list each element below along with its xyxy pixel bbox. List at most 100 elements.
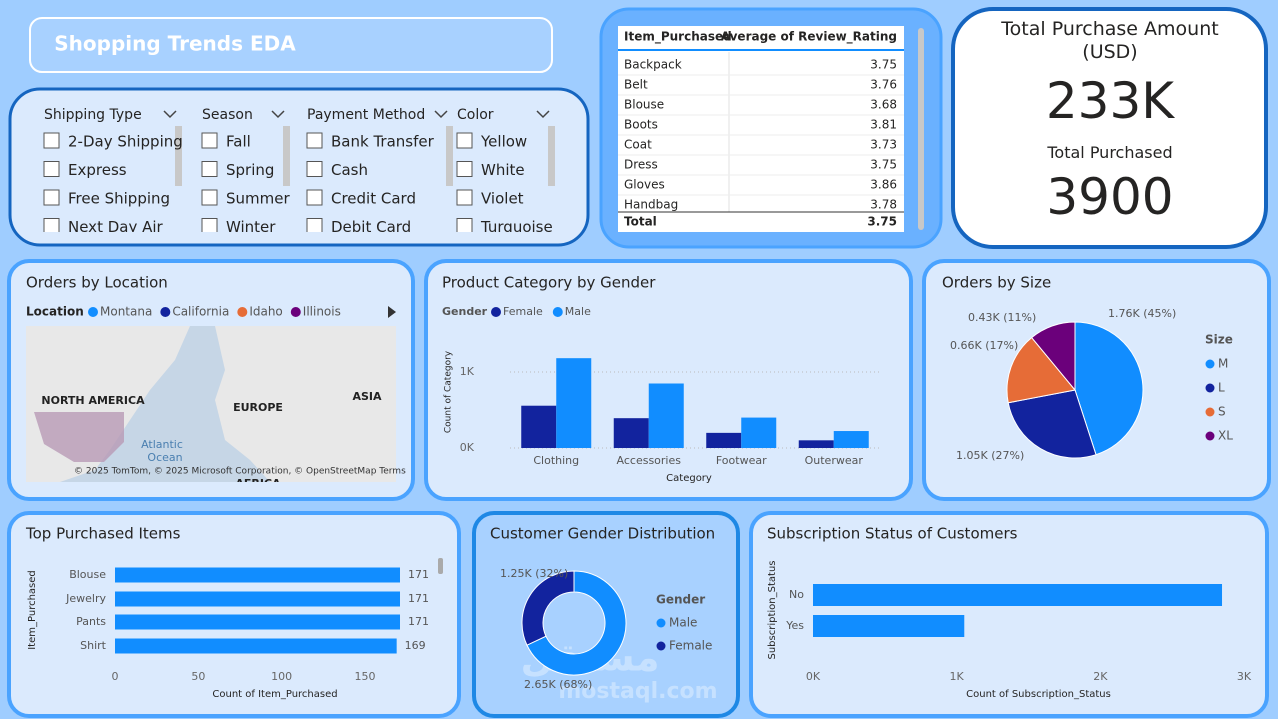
data-label: 1.05K (27%) bbox=[956, 449, 1024, 462]
checkbox[interactable] bbox=[306, 218, 323, 234]
chevron bbox=[163, 110, 177, 119]
scrollbar bbox=[438, 558, 443, 574]
slicer-item: Debit Card bbox=[331, 218, 411, 236]
legend-title: Gender bbox=[656, 593, 705, 607]
slice bbox=[1007, 389, 1097, 459]
legend-dot bbox=[160, 307, 171, 317]
legend-dot bbox=[1205, 407, 1215, 417]
bar bbox=[833, 431, 869, 448]
y-tick-label: Yes bbox=[785, 619, 804, 632]
table-cell: Gloves bbox=[624, 178, 665, 192]
legend-title: Size bbox=[1205, 333, 1233, 347]
legend-label: Montana bbox=[100, 305, 152, 319]
table-cell: Boots bbox=[624, 118, 658, 132]
legend-label: XL bbox=[1218, 429, 1233, 443]
checkbox[interactable] bbox=[43, 189, 60, 206]
x-tick-label: Clothing bbox=[533, 454, 579, 467]
checkbox[interactable] bbox=[201, 132, 218, 149]
bar bbox=[115, 638, 397, 654]
legend-label: M bbox=[1218, 357, 1228, 371]
x-tick-label: 50 bbox=[191, 670, 205, 683]
checkbox[interactable] bbox=[306, 189, 323, 206]
map-label: AFRICA bbox=[235, 477, 281, 490]
checkbox[interactable] bbox=[456, 161, 473, 177]
slicer-item: Winter bbox=[226, 218, 276, 236]
data-label: 0.66K (17%) bbox=[950, 339, 1018, 352]
bar bbox=[115, 614, 400, 630]
x-tick-label: 0K bbox=[806, 670, 821, 683]
checkbox[interactable] bbox=[43, 161, 60, 177]
table-cell: Backpack bbox=[624, 58, 682, 72]
table-cell: 3.75 bbox=[870, 158, 897, 172]
checkbox[interactable] bbox=[456, 218, 473, 234]
slicer-header: Season bbox=[202, 107, 253, 123]
scrollbar bbox=[175, 126, 182, 186]
table-header: Average of Review_Rating bbox=[721, 30, 897, 45]
legend-title: Gender bbox=[442, 305, 488, 318]
slicer-header: Payment Method bbox=[307, 107, 425, 123]
checkbox[interactable] bbox=[201, 161, 218, 177]
checkbox[interactable] bbox=[43, 132, 60, 149]
slicer-item: Free Shipping bbox=[68, 190, 170, 208]
legend-dot bbox=[491, 307, 501, 317]
slicer-item: White bbox=[481, 161, 525, 179]
map: AFRICA bbox=[26, 326, 396, 490]
legend-label: California bbox=[172, 305, 229, 319]
dashboard-title: Shopping Trends EDA bbox=[54, 32, 296, 56]
table-cell: Dress bbox=[624, 158, 658, 172]
checkbox[interactable] bbox=[201, 218, 218, 234]
table-cell: 3.68 bbox=[870, 98, 897, 112]
slicer-item: Yellow bbox=[480, 133, 527, 151]
table-cell: 3.76 bbox=[870, 78, 897, 92]
chevron bbox=[271, 110, 285, 119]
map-label: Atlantic bbox=[141, 438, 183, 451]
chevron bbox=[536, 110, 550, 119]
table-cell: Coat bbox=[624, 138, 652, 152]
checkbox[interactable] bbox=[201, 189, 218, 206]
legend-dot bbox=[1205, 359, 1215, 369]
legend-dot bbox=[552, 307, 563, 317]
legend-label: L bbox=[1218, 381, 1225, 395]
x-tick-label: 0 bbox=[112, 670, 119, 683]
card-panel bbox=[951, 7, 1268, 249]
x-tick-label: 2K bbox=[1093, 670, 1108, 683]
bar bbox=[706, 432, 742, 448]
x-tick-label: 150 bbox=[355, 670, 376, 683]
data-label: 1.76K (45%) bbox=[1108, 307, 1176, 320]
legend-dot bbox=[656, 641, 666, 651]
chevron bbox=[434, 110, 448, 119]
slice bbox=[1030, 321, 1076, 392]
x-tick-label: Accessories bbox=[617, 454, 682, 467]
map-label: EUROPE bbox=[233, 401, 283, 414]
checkbox[interactable] bbox=[456, 132, 473, 149]
checkbox[interactable] bbox=[306, 132, 323, 149]
scrollbar bbox=[283, 126, 290, 186]
slice bbox=[526, 570, 627, 676]
axis-title: Count of Category bbox=[444, 350, 454, 433]
bar bbox=[521, 405, 557, 448]
legend-dot bbox=[290, 307, 301, 317]
checkbox[interactable] bbox=[456, 189, 473, 206]
y-tick-label: Shirt bbox=[80, 639, 107, 652]
axis-title: Item_Purchased bbox=[27, 570, 38, 650]
chart-title: Orders by Location bbox=[26, 274, 168, 292]
table-cell: Blouse bbox=[624, 98, 664, 112]
y-tick-label: 1K bbox=[460, 365, 475, 378]
scrollbar bbox=[918, 28, 924, 230]
table-total: 3.75 bbox=[867, 215, 897, 229]
bar bbox=[813, 615, 965, 637]
axis-title: Count of Subscription_Status bbox=[966, 689, 1111, 700]
bar bbox=[613, 418, 649, 448]
x-tick-label: 3K bbox=[1237, 670, 1252, 683]
land bbox=[215, 326, 396, 482]
legend-dot bbox=[88, 307, 98, 317]
checkbox[interactable] bbox=[306, 161, 323, 177]
data-label: 169 bbox=[405, 639, 426, 652]
bar bbox=[798, 440, 834, 448]
scrollbar bbox=[548, 126, 555, 186]
checkbox[interactable] bbox=[43, 218, 60, 234]
table-cell: 3.78 bbox=[870, 198, 897, 212]
table-cell: 3.73 bbox=[870, 138, 897, 152]
scrollbar bbox=[446, 126, 453, 186]
